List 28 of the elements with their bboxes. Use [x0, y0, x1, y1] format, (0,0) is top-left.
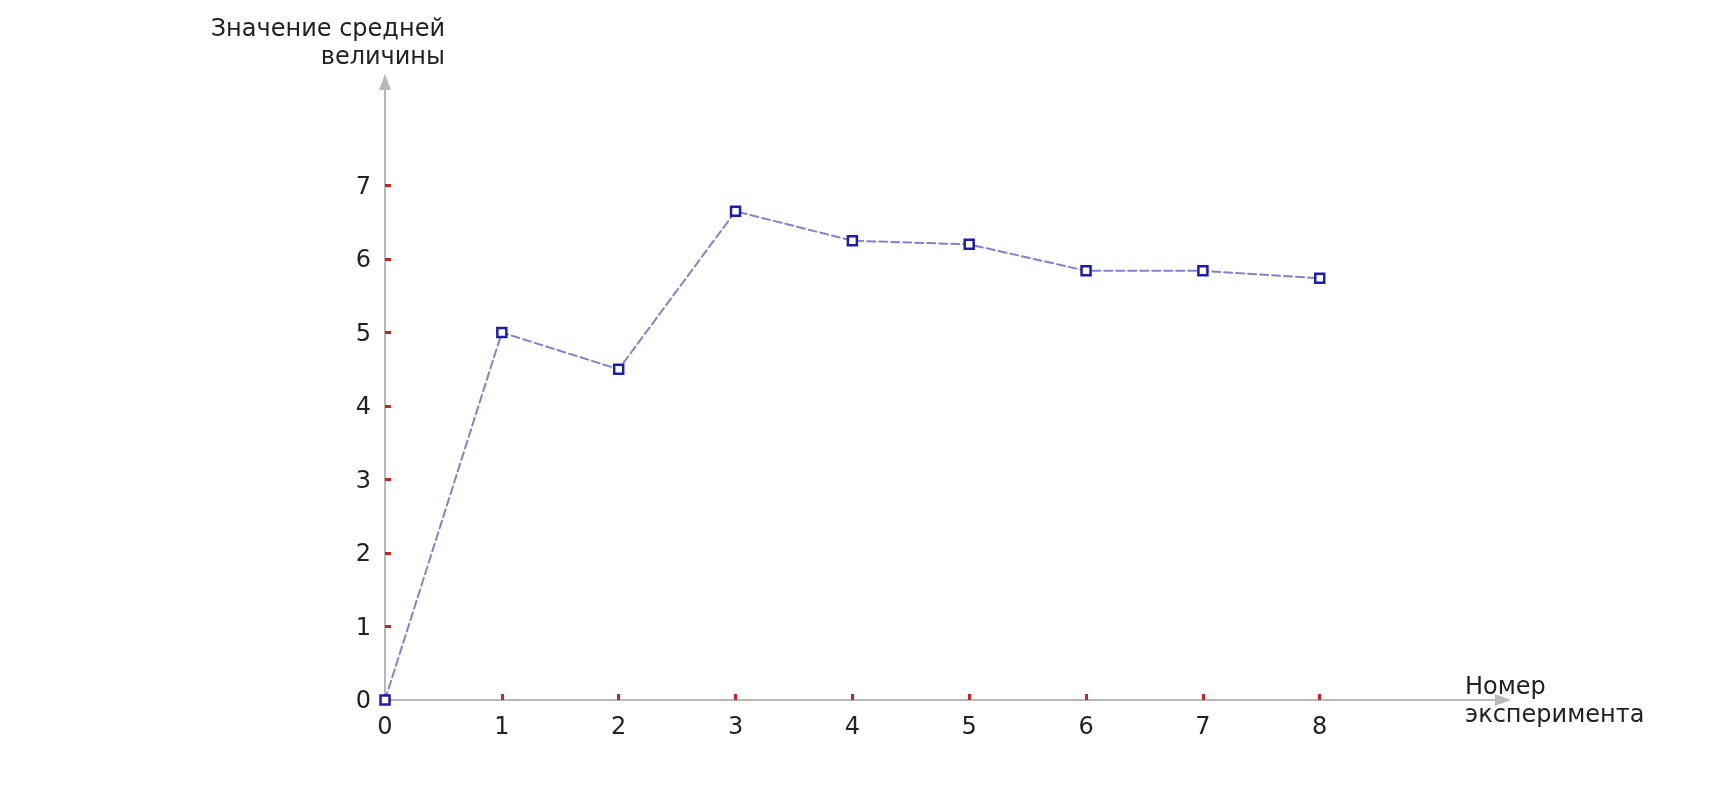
x-tick-label: 8 — [1312, 712, 1328, 740]
x-tick-label: 4 — [844, 712, 861, 740]
point — [496, 326, 508, 339]
point — [1197, 265, 1209, 277]
x-tick-label: 2 — [611, 712, 627, 740]
y-tick-label: 0 — [355, 686, 371, 714]
point — [1080, 265, 1092, 277]
x-tick-label: 1 — [494, 712, 510, 740]
x-tick-label: 0 — [377, 712, 393, 740]
point — [379, 694, 391, 706]
point — [846, 234, 859, 247]
y-tick-label: 1 — [355, 612, 371, 641]
y-tick-label: 3 — [355, 465, 371, 494]
x-tick-label: 7 — [1195, 712, 1211, 740]
x-tick-label: 5 — [961, 712, 977, 740]
point — [612, 363, 625, 376]
y-tick-label: 2 — [355, 539, 371, 568]
x-axis-title: Номер эксперимента — [1465, 672, 1645, 728]
y-tick-label: 7 — [355, 171, 371, 200]
x-tick-label: 6 — [1078, 712, 1094, 740]
y-axis-title: Значение средней величины — [210, 14, 445, 70]
x-tick-label: 3 — [727, 712, 744, 740]
y-tick-label: 6 — [355, 245, 371, 274]
point — [729, 205, 742, 218]
y-tick-label: 5 — [355, 318, 371, 347]
point — [1313, 272, 1326, 284]
y-tick-label: 4 — [355, 392, 371, 421]
point — [963, 238, 975, 251]
